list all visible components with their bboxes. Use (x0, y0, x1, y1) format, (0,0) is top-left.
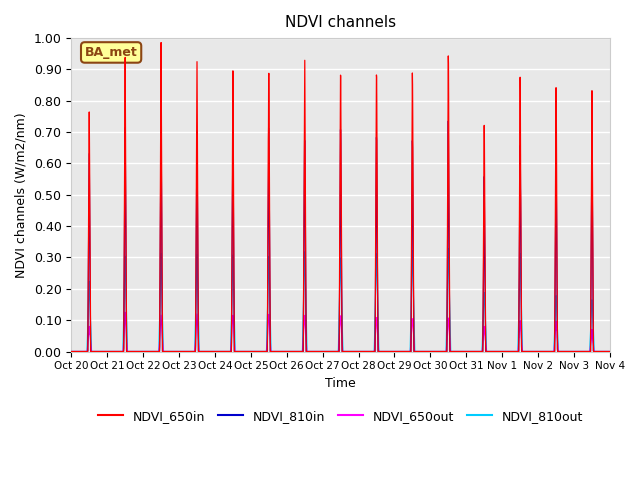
Legend: NDVI_650in, NDVI_810in, NDVI_650out, NDVI_810out: NDVI_650in, NDVI_810in, NDVI_650out, NDV… (93, 405, 588, 428)
Text: BA_met: BA_met (84, 46, 138, 59)
Title: NDVI channels: NDVI channels (285, 15, 396, 30)
Y-axis label: NDVI channels (W/m2/nm): NDVI channels (W/m2/nm) (15, 112, 28, 277)
X-axis label: Time: Time (325, 377, 356, 390)
